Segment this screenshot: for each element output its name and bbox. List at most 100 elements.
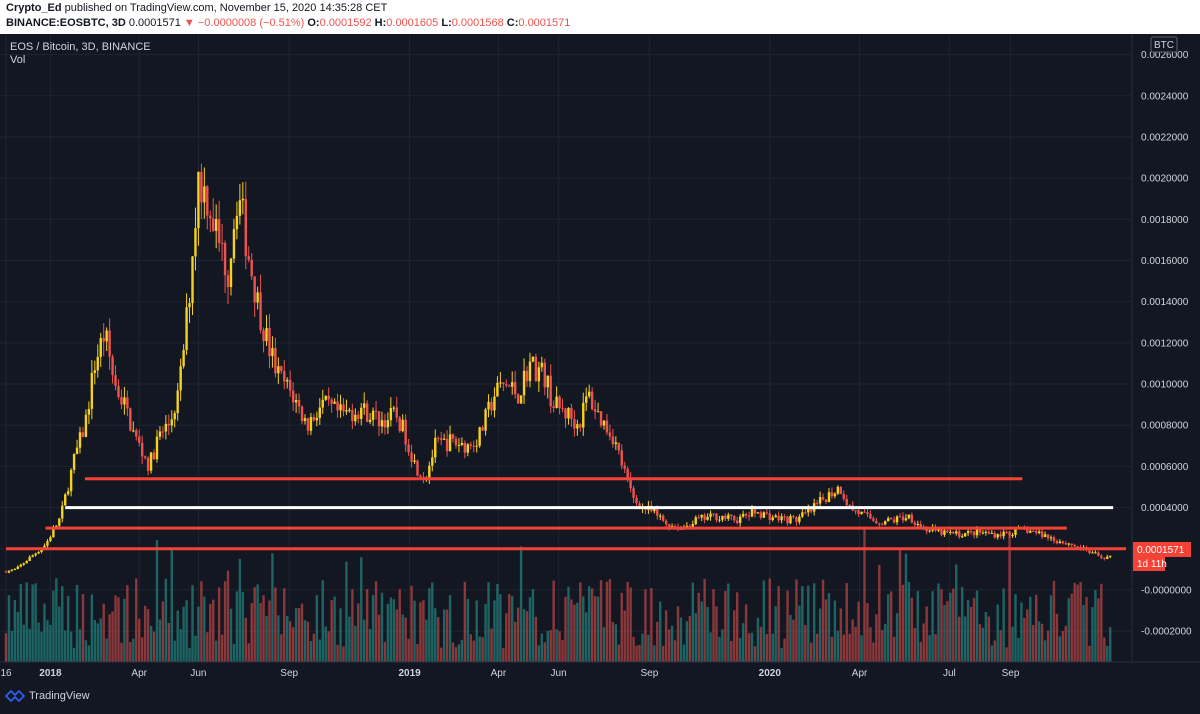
volume-bar bbox=[869, 627, 872, 662]
volume-bar bbox=[910, 597, 914, 662]
price-axis[interactable]: 0.0026000 0.0024000 0.0022000 0.0020000 0.00… bbox=[1141, 50, 1192, 638]
volume-bar bbox=[111, 611, 114, 662]
volume-bar bbox=[721, 629, 724, 662]
volume-bar bbox=[661, 645, 665, 662]
y-tick-label: -0.0002000 bbox=[1141, 627, 1192, 638]
volume-bar bbox=[570, 599, 573, 662]
candle-body bbox=[664, 520, 668, 525]
candle-body bbox=[807, 508, 810, 513]
volume-bar bbox=[318, 639, 321, 662]
volume-bar bbox=[502, 647, 505, 662]
candle-body bbox=[587, 391, 591, 397]
candle-body bbox=[952, 531, 955, 534]
volume-bar bbox=[416, 643, 419, 662]
candle-body bbox=[1064, 543, 1068, 545]
volume-bar bbox=[810, 642, 813, 662]
volume-bar bbox=[389, 597, 393, 662]
volume-legend[interactable]: Vol bbox=[10, 54, 26, 66]
candle-body bbox=[235, 215, 239, 230]
y-tick-label: 0.0010000 bbox=[1141, 380, 1189, 391]
volume-bar bbox=[481, 637, 484, 662]
volume-bar bbox=[197, 606, 200, 662]
candle-body bbox=[404, 419, 407, 445]
volume-bar bbox=[386, 603, 390, 662]
volume-bar bbox=[567, 586, 570, 662]
currency-badge[interactable]: BTC bbox=[1150, 36, 1178, 53]
volume-bar bbox=[614, 624, 618, 662]
series-legend[interactable]: EOS / Bitcoin, 3D, BINANCE bbox=[10, 41, 151, 53]
candle-body bbox=[854, 510, 857, 512]
volume-bar bbox=[736, 592, 739, 662]
volume-bar bbox=[576, 602, 579, 662]
candle-body bbox=[963, 533, 967, 537]
tradingview-logo[interactable]: TradingView bbox=[5, 688, 90, 704]
candle-body bbox=[904, 518, 908, 521]
candle-body bbox=[466, 444, 470, 453]
candle-body bbox=[460, 442, 464, 445]
horizontal-levels[interactable] bbox=[6, 477, 1126, 551]
candle-body bbox=[386, 420, 390, 428]
volume-bar bbox=[697, 592, 700, 662]
candle-body bbox=[283, 370, 286, 382]
candle-body bbox=[286, 379, 289, 382]
candle-body bbox=[830, 492, 834, 497]
y-tick-label: 0.0018000 bbox=[1141, 215, 1189, 226]
candle-body bbox=[102, 338, 105, 342]
volume-bar bbox=[783, 638, 786, 662]
candle-body bbox=[365, 403, 369, 422]
volume-bar bbox=[543, 642, 546, 662]
candle-body bbox=[792, 516, 795, 518]
candle-body bbox=[1106, 556, 1109, 559]
time-axis[interactable]: 16 2018 Apr Jun Sep 2019 Apr Jun Sep 2020 Apr Jul Se… bbox=[0, 668, 1019, 679]
candle-body bbox=[1103, 557, 1106, 559]
candle-body bbox=[64, 494, 67, 506]
candle-body bbox=[132, 430, 135, 432]
candle-body bbox=[505, 384, 508, 386]
candle-body bbox=[434, 437, 437, 458]
volume-bar bbox=[934, 634, 937, 662]
candle-body bbox=[389, 408, 393, 421]
volume-bar bbox=[1011, 626, 1014, 662]
volume-bar bbox=[120, 642, 123, 662]
candle-body bbox=[1037, 531, 1041, 533]
volume-bar bbox=[454, 647, 458, 662]
volume-bar bbox=[271, 553, 274, 662]
candle-body bbox=[549, 375, 552, 407]
author-name[interactable]: Crypto_Ed bbox=[6, 2, 62, 14]
candle-body bbox=[58, 518, 61, 526]
volume-bar bbox=[907, 582, 911, 662]
volume-bar bbox=[140, 637, 144, 662]
candle-body bbox=[140, 442, 144, 457]
candle-body bbox=[383, 420, 387, 428]
volume-bar bbox=[505, 613, 508, 662]
candle-body bbox=[741, 513, 745, 517]
currency-badge-text: BTC bbox=[1154, 40, 1174, 51]
volume-bar bbox=[937, 583, 940, 662]
candle-body bbox=[262, 330, 265, 342]
volume-bar bbox=[590, 588, 594, 662]
candle-body bbox=[16, 566, 20, 570]
candle-body bbox=[984, 531, 988, 533]
low-label: L: bbox=[441, 17, 452, 29]
candle-body bbox=[40, 548, 43, 552]
volume-bar bbox=[996, 604, 999, 662]
volume-bar bbox=[895, 613, 899, 662]
candle-body bbox=[120, 397, 123, 405]
volume-bar bbox=[913, 627, 917, 662]
volume-bar bbox=[564, 596, 567, 662]
volume-bar bbox=[280, 634, 283, 662]
chart-area[interactable]: 0.0026000 0.0024000 0.0022000 0.0020000 0.00… bbox=[0, 34, 1200, 709]
candle-body bbox=[200, 171, 203, 203]
volume-bar bbox=[1020, 602, 1023, 662]
candle-body bbox=[845, 498, 848, 506]
candle-body bbox=[69, 469, 73, 492]
candle-body bbox=[431, 457, 434, 466]
volume-bar bbox=[585, 612, 588, 662]
price-chart[interactable]: 0.0026000 0.0024000 0.0022000 0.0020000 0.00… bbox=[0, 34, 1200, 709]
volume-bar bbox=[839, 608, 843, 662]
candle-body bbox=[288, 379, 292, 391]
candle-body bbox=[617, 442, 620, 451]
candle-body bbox=[522, 370, 526, 396]
volume-bar bbox=[164, 578, 168, 662]
candle-body bbox=[303, 418, 307, 422]
